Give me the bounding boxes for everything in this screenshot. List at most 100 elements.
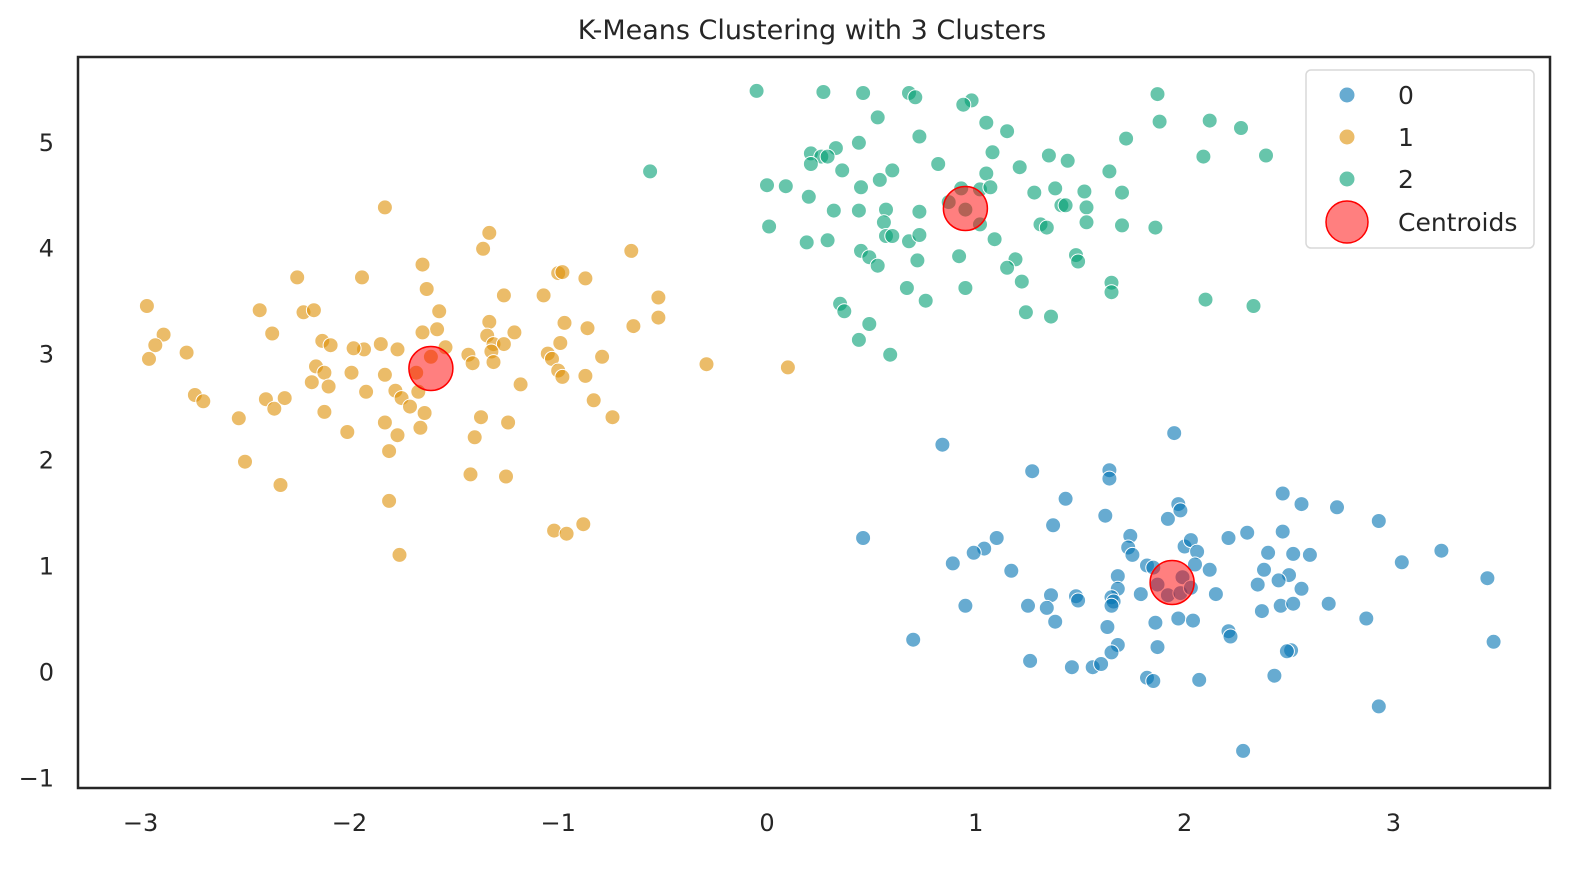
point-cluster-2-25 [1059, 152, 1076, 169]
point-cluster-1-15 [251, 302, 268, 319]
point-cluster-2-21 [1195, 148, 1212, 165]
x-tick-label-1: −2 [332, 809, 367, 837]
point-cluster-0-30 [1301, 546, 1318, 563]
point-cluster-1-35 [372, 336, 389, 353]
point-cluster-1-71 [276, 390, 293, 407]
point-cluster-1-61 [358, 383, 375, 400]
point-cluster-1-10 [418, 281, 435, 297]
point-cluster-0-65 [1320, 595, 1337, 612]
point-cluster-1-54 [343, 364, 360, 381]
point-cluster-1-28 [264, 325, 281, 342]
point-cluster-0-16 [1274, 523, 1291, 540]
point-cluster-1-9 [577, 270, 594, 287]
point-cluster-1-32 [147, 337, 164, 354]
point-cluster-1-76 [416, 405, 433, 421]
point-cluster-0-46 [1249, 576, 1266, 593]
point-cluster-0-75 [905, 631, 922, 648]
point-cluster-2-73 [909, 252, 926, 269]
point-cluster-2-55 [761, 218, 778, 235]
point-cluster-1-27 [155, 326, 172, 343]
point-cluster-0-90 [1370, 698, 1387, 715]
point-cluster-0-62 [1038, 599, 1055, 616]
point-cluster-0-78 [1149, 639, 1166, 656]
point-cluster-2-48 [1057, 197, 1074, 214]
x-tick-label-5: 2 [1177, 809, 1192, 837]
point-cluster-0-48 [1293, 580, 1310, 597]
point-cluster-2-50 [825, 202, 842, 219]
point-cluster-1-40 [495, 336, 512, 353]
point-cluster-0-11 [1097, 507, 1114, 524]
point-cluster-2-42 [982, 179, 999, 196]
point-cluster-0-80 [1278, 643, 1295, 660]
point-cluster-0-4 [1101, 470, 1118, 487]
point-cluster-2-63 [798, 234, 815, 251]
point-cluster-0-89 [1266, 667, 1283, 684]
point-cluster-0-33 [1003, 562, 1020, 579]
point-cluster-0-66 [1253, 603, 1270, 620]
point-cluster-1-82 [500, 414, 517, 431]
legend-label-cluster-1: 1 [1398, 123, 1414, 152]
point-cluster-0-69 [1147, 614, 1164, 631]
point-cluster-0-77 [1103, 644, 1120, 661]
y-tick-label-2: 1 [39, 553, 54, 581]
point-cluster-1-19 [650, 309, 667, 326]
point-cluster-1-11 [495, 287, 512, 304]
point-cluster-2-4 [907, 89, 924, 106]
point-cluster-2-56 [875, 214, 892, 231]
point-cluster-1-64 [512, 376, 529, 393]
point-cluster-2-8 [1151, 113, 1168, 130]
point-cluster-1-3 [623, 242, 640, 259]
point-cluster-0-21 [1220, 530, 1237, 546]
point-cluster-2-34 [871, 171, 888, 188]
point-cluster-2-37 [777, 178, 794, 195]
point-cluster-1-51 [779, 359, 796, 376]
centroid-marker-1 [942, 185, 989, 232]
point-cluster-2-68 [911, 227, 928, 243]
point-cluster-0-91 [1235, 742, 1252, 759]
y-tick-label-1: 0 [39, 659, 54, 687]
point-cluster-2-1 [815, 84, 832, 100]
point-cluster-1-18 [431, 303, 448, 320]
point-cluster-1-23 [429, 321, 446, 338]
point-cluster-0-74 [1358, 610, 1375, 627]
point-cluster-2-33 [978, 165, 995, 182]
legend-marker-centroids [1325, 200, 1369, 244]
point-cluster-0-29 [1285, 545, 1302, 562]
point-cluster-2-62 [1147, 219, 1164, 236]
point-cluster-2-81 [1103, 284, 1120, 301]
point-cluster-0-5 [1274, 485, 1291, 502]
point-cluster-2-69 [986, 231, 1003, 248]
point-cluster-0-44 [1393, 554, 1410, 571]
point-cluster-0-60 [957, 597, 974, 614]
point-cluster-1-68 [195, 393, 212, 410]
point-cluster-2-60 [1078, 214, 1095, 231]
point-cluster-1-0 [376, 199, 393, 216]
point-cluster-1-34 [322, 337, 339, 354]
point-cluster-2-41 [1047, 180, 1064, 197]
point-cluster-1-46 [594, 348, 611, 365]
point-cluster-2-77 [1070, 253, 1087, 270]
point-cluster-1-75 [316, 403, 333, 420]
point-cluster-1-70 [266, 400, 283, 417]
point-cluster-0-28 [1260, 544, 1277, 561]
point-cluster-0-54 [1103, 597, 1120, 614]
point-cluster-2-83 [957, 280, 974, 296]
point-cluster-2-22 [1258, 147, 1274, 164]
centroid-marker-0 [408, 345, 454, 392]
point-cluster-2-24 [1040, 147, 1057, 164]
point-cluster-1-81 [412, 419, 429, 436]
y-tick-label-0: −1 [19, 764, 54, 792]
point-cluster-0-55 [1132, 586, 1149, 603]
point-cluster-2-15 [1118, 130, 1135, 147]
point-cluster-1-91 [381, 492, 398, 509]
x-tick-label-3: 0 [759, 809, 774, 837]
point-cluster-1-25 [506, 324, 523, 341]
point-cluster-0-42 [1256, 561, 1272, 578]
point-cluster-0-31 [1433, 542, 1450, 559]
point-cluster-0-36 [1187, 556, 1203, 573]
point-cluster-2-27 [884, 162, 901, 179]
point-cluster-2-23 [819, 148, 836, 165]
point-cluster-1-59 [303, 374, 320, 391]
point-cluster-1-38 [345, 340, 362, 357]
